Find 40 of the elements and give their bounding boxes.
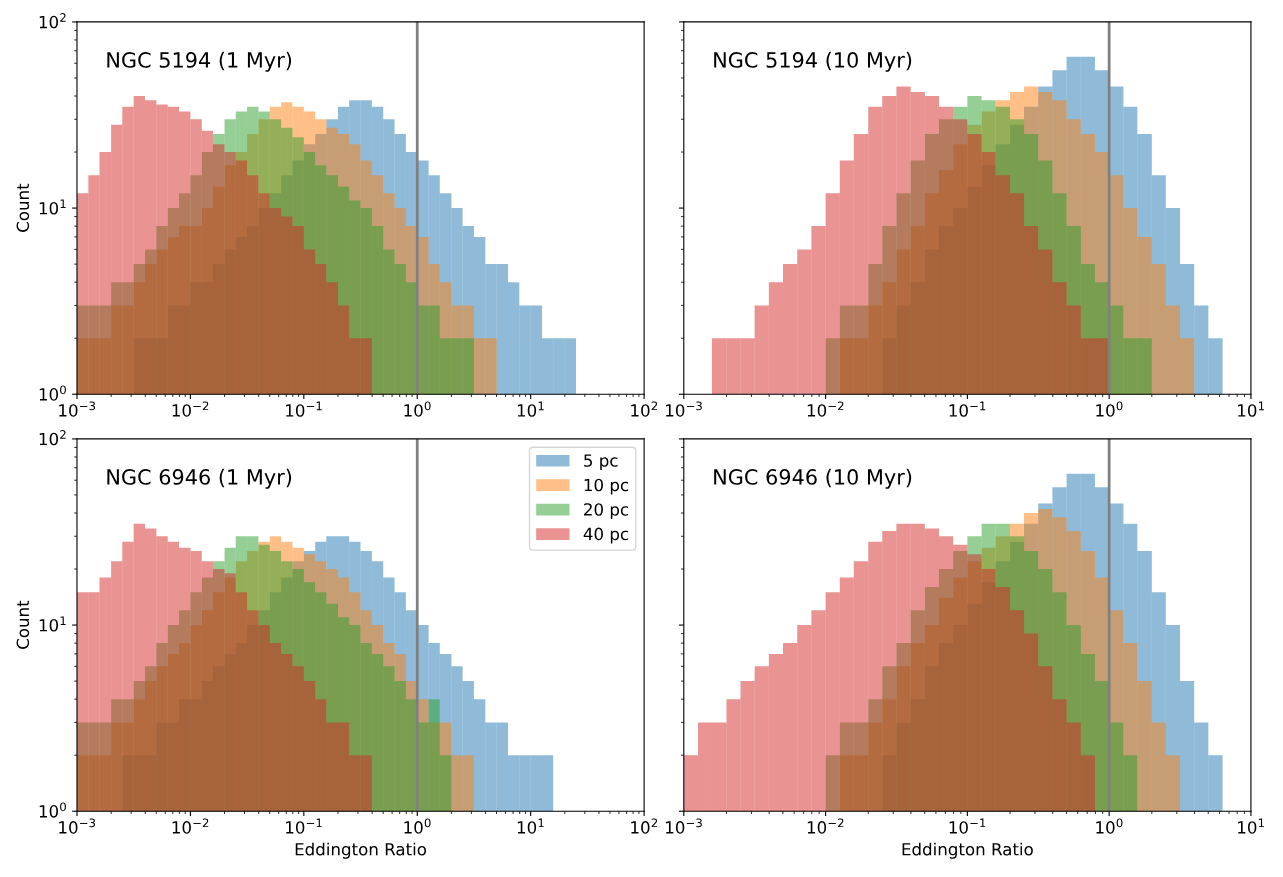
x-tick-label: 10$^{2}$ bbox=[631, 818, 658, 834]
text: NGC 6946 (10 Myr) bbox=[714, 468, 912, 489]
y-tick-label: 10$^{2}$ bbox=[39, 13, 66, 29]
y-tick-label: 10$^{1}$ bbox=[39, 616, 66, 632]
x-tick-label: 10$^{−1}$ bbox=[949, 818, 986, 834]
x-tick-label: 10$^{0}$ bbox=[1096, 401, 1123, 417]
y-tick-label: 10$^{1}$ bbox=[39, 199, 66, 215]
text: NGC 5194 (10 Myr) bbox=[714, 51, 912, 72]
x-tick-label: 10$^{1}$ bbox=[1238, 401, 1264, 417]
x-tick-label: 10$^{0}$ bbox=[1096, 818, 1123, 834]
legend-label: 20 pc bbox=[584, 503, 629, 519]
x-axis-title: Eddington Ratio bbox=[902, 842, 1033, 859]
y-tick-label: 10$^{0}$ bbox=[39, 385, 66, 401]
legend-label: 5 pc bbox=[584, 454, 618, 471]
x-tick-label: 10$^{−3}$ bbox=[59, 818, 96, 834]
legend-label: 10 pc bbox=[584, 478, 629, 495]
x-tick-label: 10$^{−2}$ bbox=[172, 401, 209, 417]
x-tick-label: 10$^{0}$ bbox=[404, 401, 431, 417]
x-tick-label: 10$^{1}$ bbox=[1238, 818, 1264, 834]
x-tick-label: 10$^{−1}$ bbox=[949, 401, 986, 417]
x-axis-title: Eddington Ratio bbox=[295, 842, 427, 859]
x-tick-label: 10$^{−3}$ bbox=[666, 818, 702, 834]
y-axis-title: Count bbox=[16, 183, 30, 232]
x-tick-label: 10$^{−3}$ bbox=[59, 401, 96, 417]
x-tick-label: 10$^{−1}$ bbox=[286, 818, 322, 834]
x-tick-label: 10$^{−1}$ bbox=[286, 401, 322, 417]
x-tick-label: 10$^{−2}$ bbox=[172, 818, 209, 834]
x-tick-label: 10$^{0}$ bbox=[404, 818, 431, 834]
x-tick-label: 10$^{1}$ bbox=[517, 818, 544, 834]
x-tick-label: 10$^{1}$ bbox=[517, 401, 544, 417]
legend-label: 40 pc bbox=[583, 527, 629, 544]
y-tick-label: 10$^{2}$ bbox=[39, 430, 66, 446]
x-tick-label: 10$^{−3}$ bbox=[666, 401, 702, 417]
x-tick-label: 10$^{−2}$ bbox=[807, 401, 844, 417]
y-tick-label: 10$^{0}$ bbox=[39, 802, 66, 818]
text: NGC 6946 (1 Myr) bbox=[107, 468, 292, 489]
y-axis-title: Count bbox=[16, 600, 30, 649]
text: NGC 5194 (1 Myr) bbox=[107, 51, 292, 72]
x-tick-label: 10$^{2}$ bbox=[631, 401, 658, 417]
x-tick-label: 10$^{−2}$ bbox=[807, 818, 844, 834]
